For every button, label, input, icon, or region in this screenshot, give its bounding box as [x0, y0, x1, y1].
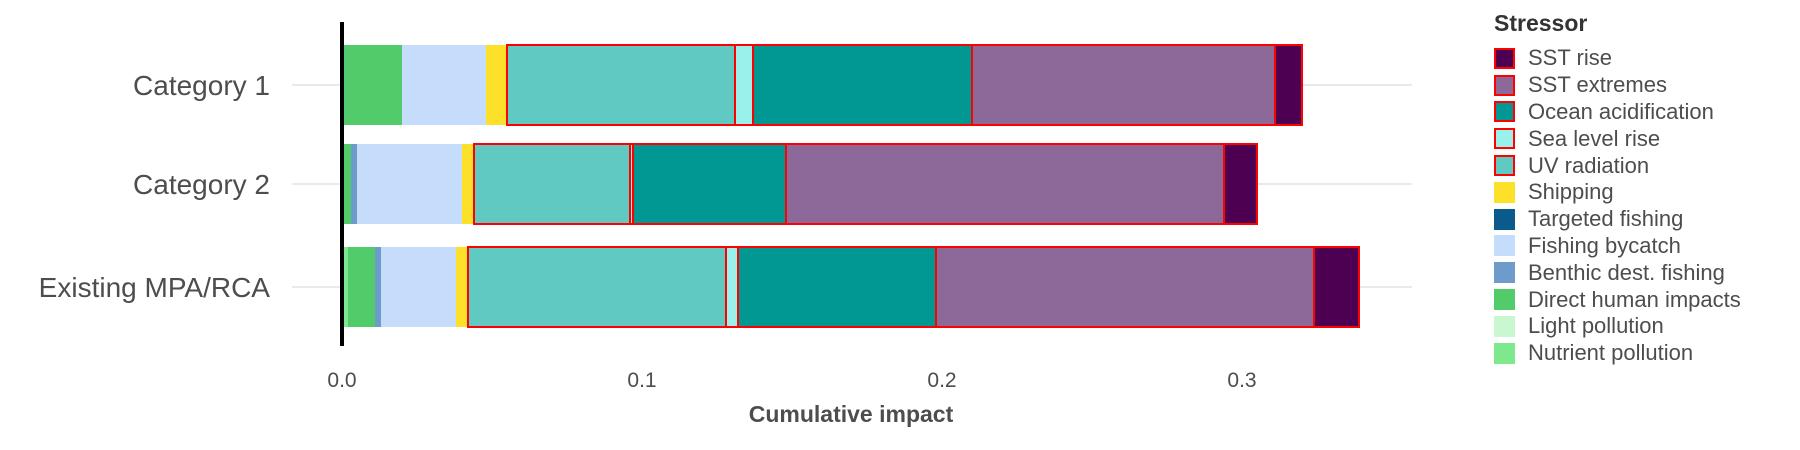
bar-category-1-sst-rise	[1274, 44, 1303, 126]
legend-swatch	[1494, 315, 1515, 337]
bar-category-2-ocean-acidification	[632, 143, 787, 225]
y-label-category-2: Category 2	[133, 169, 270, 200]
legend-label: Fishing bycatch	[1528, 232, 1681, 258]
x-tick-label: 0.2	[927, 369, 956, 392]
legend-item-ocean-acidification: Ocean acidification	[1494, 99, 1741, 126]
bar-category-1-sea-level-rise	[734, 44, 754, 126]
stacked-bar-chart: Category 1 Category 2 Existing MPA/RCA 0.0…	[39, 22, 1412, 427]
bar-category-2-benthic-dest-fishing	[351, 144, 357, 224]
bar-category-1-shipping	[486, 45, 507, 125]
legend-label: Direct human impacts	[1528, 286, 1741, 312]
bar-category-1-direct-human-impacts	[342, 45, 402, 125]
bar-existing-mpa-rca-sst-rise	[1313, 246, 1360, 328]
legend-item-nutrient-pollution: Nutrient pollution	[1494, 340, 1741, 367]
legend-swatch	[1494, 155, 1515, 177]
y-axis-labels: Category 1 Category 2 Existing MPA/RCA	[39, 70, 271, 303]
legend-swatch	[1494, 342, 1515, 364]
x-tick-label: 0.0	[327, 369, 356, 392]
y-label-category-1: Category 1	[133, 70, 270, 101]
legend-item-uv-radiation: UV radiation	[1494, 152, 1741, 179]
legend-item-shipping: Shipping	[1494, 179, 1741, 206]
bar-category-2-sst-extremes	[785, 143, 1225, 225]
legend-item-sst-rise: SST rise	[1494, 45, 1741, 72]
legend-swatch	[1494, 289, 1515, 311]
legend-swatch	[1494, 47, 1515, 69]
bar-category-2-sst-rise	[1223, 143, 1258, 225]
bar-existing-mpa-rca-fishing-bycatch	[381, 247, 456, 327]
x-axis-ticks: 0.0 0.1 0.2 0.3	[327, 369, 1256, 392]
legend: Stressor SST rise SST extremes Ocean acidi…	[1494, 10, 1741, 367]
legend-label: Targeted fishing	[1528, 206, 1684, 232]
legend-item-fishing-bycatch: Fishing bycatch	[1494, 233, 1741, 260]
legend-swatch	[1494, 74, 1515, 96]
legend-swatch	[1494, 101, 1515, 123]
bar-category-1-ocean-acidification	[752, 44, 973, 126]
bar-existing-mpa-rca-uv-radiation	[467, 246, 727, 328]
legend-label: Light pollution	[1528, 313, 1664, 339]
bar-category-2-uv-radiation	[473, 143, 631, 225]
bar-existing-mpa-rca-nutrient-pollution	[342, 247, 348, 327]
bar-existing-mpa-rca-direct-human-impacts	[348, 247, 375, 327]
legend-swatch	[1494, 235, 1515, 257]
bar-category-2-shipping	[462, 144, 474, 224]
y-label-existing-mpa-rca: Existing MPA/RCA	[39, 272, 271, 303]
legend-item-sst-extremes: SST extremes	[1494, 72, 1741, 99]
legend-swatch	[1494, 208, 1515, 230]
bar-existing-mpa-rca-sst-extremes	[935, 246, 1315, 328]
bar-category-2-direct-human-impacts	[342, 144, 351, 224]
legend-label: Nutrient pollution	[1528, 340, 1694, 366]
bar-existing-mpa-rca-sea-level-rise	[725, 246, 739, 328]
legend-label: Shipping	[1528, 179, 1614, 205]
bar-existing-mpa-rca-ocean-acidification	[737, 246, 937, 328]
legend-item-sea-level-rise: Sea level rise	[1494, 125, 1741, 152]
bar-category-1-uv-radiation	[506, 44, 736, 126]
legend-label: SST rise	[1528, 45, 1612, 71]
x-axis-title: Cumulative impact	[749, 401, 954, 427]
legend-title: Stressor	[1494, 10, 1588, 36]
legend-label: Sea level rise	[1528, 125, 1661, 151]
x-tick-label: 0.1	[627, 369, 656, 392]
x-tick-label: 0.3	[1227, 369, 1256, 392]
bar-category-1-fishing-bycatch	[402, 45, 486, 125]
legend-label: SST extremes	[1528, 72, 1667, 98]
legend-item-light-pollution: Light pollution	[1494, 313, 1741, 340]
legend-items: SST rise SST extremes Ocean acidification S…	[1494, 45, 1741, 367]
legend-swatch	[1494, 128, 1515, 150]
bar-category-2-fishing-bycatch	[357, 144, 462, 224]
bar-existing-mpa-rca-benthic-dest-fishing	[375, 247, 381, 327]
bars	[342, 44, 1360, 328]
legend-label: Ocean acidification	[1528, 98, 1714, 124]
bar-existing-mpa-rca-shipping	[456, 247, 468, 327]
legend-swatch	[1494, 262, 1515, 284]
legend-label: Benthic dest. fishing	[1528, 259, 1725, 285]
legend-item-benthic-dest-fishing: Benthic dest. fishing	[1494, 259, 1741, 286]
legend-item-targeted-fishing: Targeted fishing	[1494, 206, 1741, 233]
bar-category-1-sst-extremes	[971, 44, 1276, 126]
legend-item-direct-human-impacts: Direct human impacts	[1494, 286, 1741, 313]
legend-label: UV radiation	[1528, 152, 1650, 178]
legend-swatch	[1494, 181, 1515, 203]
